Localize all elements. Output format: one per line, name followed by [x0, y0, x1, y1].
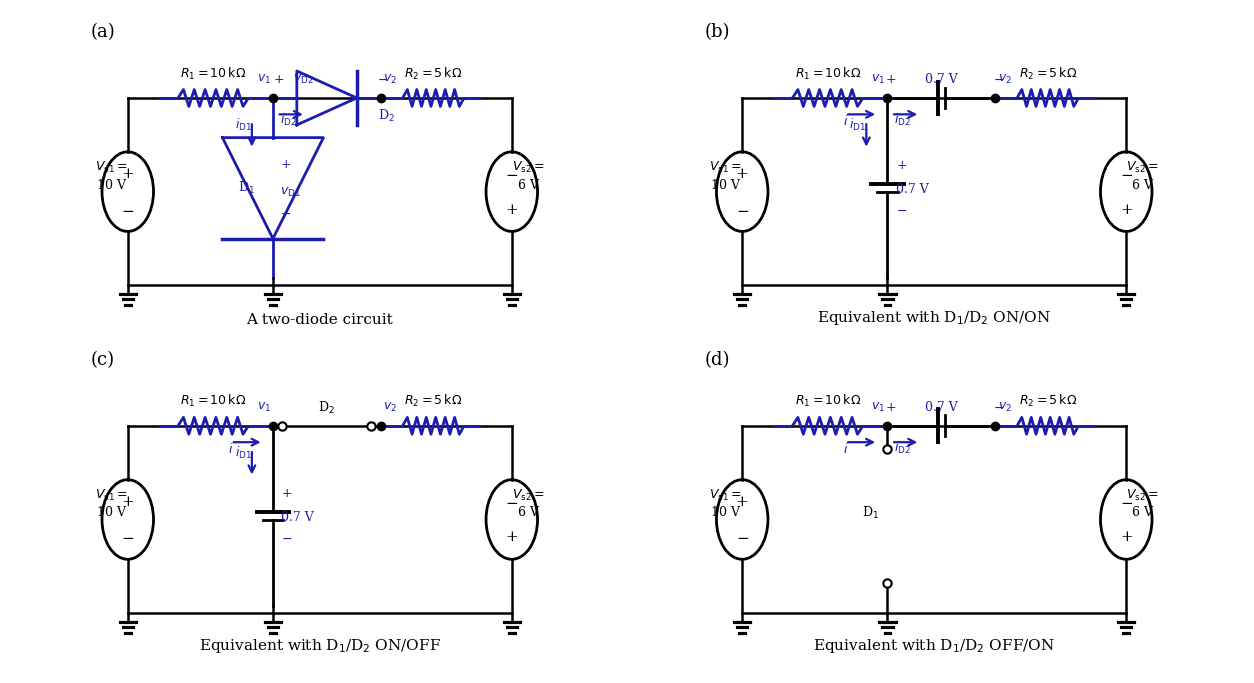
Text: $R_1 = 10\,{\rm k\Omega}$: $R_1 = 10\,{\rm k\Omega}$: [181, 393, 246, 409]
Text: $V_{\rm s2}=$: $V_{\rm s2}=$: [512, 488, 544, 503]
Text: $-$: $-$: [736, 203, 749, 217]
Text: D$_1$: D$_1$: [861, 505, 879, 520]
Text: $-$: $-$: [1120, 494, 1132, 509]
Text: (d): (d): [705, 351, 730, 370]
Text: $i$: $i$: [228, 443, 233, 456]
Text: $+$: $+$: [280, 158, 291, 171]
Text: $+$: $+$: [273, 73, 285, 86]
Text: $i_{\rm D2}$: $i_{\rm D2}$: [894, 440, 912, 456]
Text: 0.7 V: 0.7 V: [895, 183, 928, 196]
Text: $-$: $-$: [281, 532, 292, 545]
Text: $R_2 = 5\,{\rm k\Omega}$: $R_2 = 5\,{\rm k\Omega}$: [404, 393, 463, 409]
Text: D$_2$: D$_2$: [379, 108, 395, 124]
Text: A two-diode circuit: A two-diode circuit: [246, 313, 394, 327]
Text: +: +: [736, 167, 749, 181]
Text: 6 V: 6 V: [1132, 507, 1154, 520]
Text: $R_1 = 10\,{\rm k\Omega}$: $R_1 = 10\,{\rm k\Omega}$: [795, 66, 860, 81]
Text: 10 V: 10 V: [711, 179, 740, 192]
Text: $i_{\rm D1}$: $i_{\rm D1}$: [234, 445, 252, 461]
Text: (a): (a): [90, 23, 115, 42]
Text: (c): (c): [90, 351, 114, 370]
Text: $V_{\rm s1}=$: $V_{\rm s1}=$: [95, 160, 128, 176]
Text: $i$: $i$: [843, 115, 848, 128]
Text: $v_{\rm D2}$: $v_{\rm D2}$: [293, 73, 314, 86]
Text: 6 V: 6 V: [518, 179, 539, 192]
Text: $v_1$: $v_1$: [872, 401, 885, 414]
Text: $V_{\rm s2}=$: $V_{\rm s2}=$: [512, 160, 544, 176]
Text: $V_{\rm s2}=$: $V_{\rm s2}=$: [1126, 488, 1159, 503]
Text: $-$: $-$: [505, 167, 518, 181]
Text: +: +: [1120, 203, 1132, 217]
Text: 6 V: 6 V: [1132, 179, 1154, 192]
Text: 0.7 V: 0.7 V: [925, 73, 958, 86]
Text: 6 V: 6 V: [518, 507, 539, 520]
Text: D$_1$: D$_1$: [238, 180, 255, 196]
Text: $i$: $i$: [843, 443, 848, 456]
Text: $R_2 = 5\,{\rm k\Omega}$: $R_2 = 5\,{\rm k\Omega}$: [404, 66, 463, 81]
Text: $+$: $+$: [895, 159, 907, 172]
Text: $-$: $-$: [993, 401, 1004, 414]
Text: $R_1 = 10\,{\rm k\Omega}$: $R_1 = 10\,{\rm k\Omega}$: [181, 66, 246, 81]
Text: $V_{\rm s1}=$: $V_{\rm s1}=$: [95, 488, 128, 503]
Text: $v_2$: $v_2$: [998, 401, 1012, 414]
Text: $v_2$: $v_2$: [998, 73, 1012, 86]
Text: $R_2 = 5\,{\rm k\Omega}$: $R_2 = 5\,{\rm k\Omega}$: [1018, 393, 1077, 409]
Text: Equivalent with D$_1$/D$_2$ ON/ON: Equivalent with D$_1$/D$_2$ ON/ON: [818, 309, 1051, 327]
Text: $R_1 = 10\,{\rm k\Omega}$: $R_1 = 10\,{\rm k\Omega}$: [795, 393, 860, 409]
Text: $v_1$: $v_1$: [257, 401, 271, 414]
Text: 10 V: 10 V: [97, 179, 125, 192]
Text: 10 V: 10 V: [711, 507, 740, 520]
Text: $V_{\rm s1}=$: $V_{\rm s1}=$: [710, 160, 742, 176]
Text: +: +: [122, 167, 134, 181]
Text: $V_{\rm s2}=$: $V_{\rm s2}=$: [1126, 160, 1159, 176]
Text: $+$: $+$: [885, 73, 897, 86]
Text: Equivalent with D$_1$/D$_2$ OFF/ON: Equivalent with D$_1$/D$_2$ OFF/ON: [814, 637, 1055, 655]
Text: +: +: [505, 531, 518, 544]
Text: (b): (b): [705, 23, 730, 42]
Text: $+$: $+$: [281, 487, 292, 500]
Text: $i_{\rm D1}$: $i_{\rm D1}$: [234, 117, 252, 133]
Text: $-$: $-$: [122, 531, 134, 544]
Text: $-$: $-$: [1120, 167, 1132, 181]
Text: $v_2$: $v_2$: [384, 73, 398, 86]
Text: +: +: [505, 203, 518, 217]
Text: D$_2$: D$_2$: [319, 400, 335, 417]
Text: +: +: [1120, 531, 1132, 544]
Text: +: +: [122, 494, 134, 509]
Text: $-$: $-$: [895, 204, 907, 217]
Text: $-$: $-$: [993, 73, 1004, 86]
Text: +: +: [736, 494, 749, 509]
Text: $R_2 = 5\,{\rm k\Omega}$: $R_2 = 5\,{\rm k\Omega}$: [1018, 66, 1077, 81]
Text: $v_1$: $v_1$: [257, 73, 271, 86]
Text: $v_1$: $v_1$: [872, 73, 885, 86]
Text: $i_{\rm D2}$: $i_{\rm D2}$: [894, 112, 912, 128]
Text: Equivalent with D$_1$/D$_2$ ON/OFF: Equivalent with D$_1$/D$_2$ ON/OFF: [199, 637, 440, 655]
Text: $i_{\rm D2}$: $i_{\rm D2}$: [280, 112, 297, 128]
Text: $v_{\rm D1}$: $v_{\rm D1}$: [280, 186, 301, 199]
Text: $-$: $-$: [736, 531, 749, 544]
Text: 0.7 V: 0.7 V: [281, 511, 314, 524]
Text: $V_{\rm s1}=$: $V_{\rm s1}=$: [710, 488, 742, 503]
Text: $-$: $-$: [505, 494, 518, 509]
Text: $v_2$: $v_2$: [384, 401, 398, 414]
Text: $i_{\rm D1}$: $i_{\rm D1}$: [849, 117, 867, 133]
Text: $-$: $-$: [122, 203, 134, 217]
Text: $+$: $+$: [885, 401, 897, 414]
Text: 10 V: 10 V: [97, 507, 125, 520]
Text: 0.7 V: 0.7 V: [925, 401, 958, 414]
Text: $-$: $-$: [377, 73, 389, 86]
Text: $-$: $-$: [280, 207, 291, 220]
